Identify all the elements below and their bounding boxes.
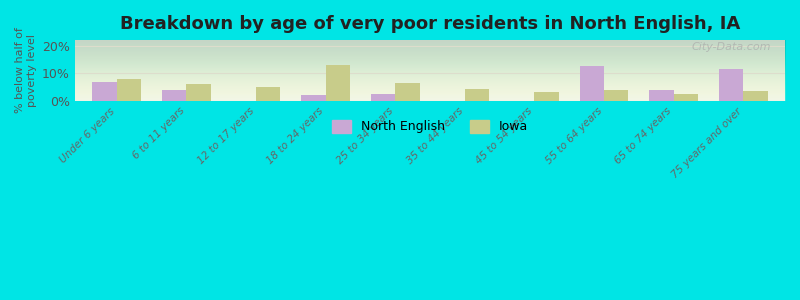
Y-axis label: % below half of
poverty level: % below half of poverty level <box>15 28 37 113</box>
Legend: North English, Iowa: North English, Iowa <box>327 115 533 139</box>
Bar <box>186 84 210 101</box>
Bar <box>301 95 326 101</box>
Bar <box>580 66 604 101</box>
Bar <box>650 90 674 101</box>
Bar <box>117 79 141 101</box>
Bar <box>719 69 743 101</box>
Bar <box>370 94 395 101</box>
Bar <box>604 90 628 101</box>
Bar <box>326 65 350 101</box>
Bar <box>395 83 419 101</box>
Text: City-Data.com: City-Data.com <box>691 42 770 52</box>
Bar <box>674 94 698 101</box>
Bar <box>534 92 558 101</box>
Bar <box>162 90 186 101</box>
Title: Breakdown by age of very poor residents in North English, IA: Breakdown by age of very poor residents … <box>120 15 740 33</box>
Bar <box>465 89 489 101</box>
Bar <box>743 91 767 101</box>
Bar <box>92 82 117 101</box>
Bar <box>256 87 280 101</box>
